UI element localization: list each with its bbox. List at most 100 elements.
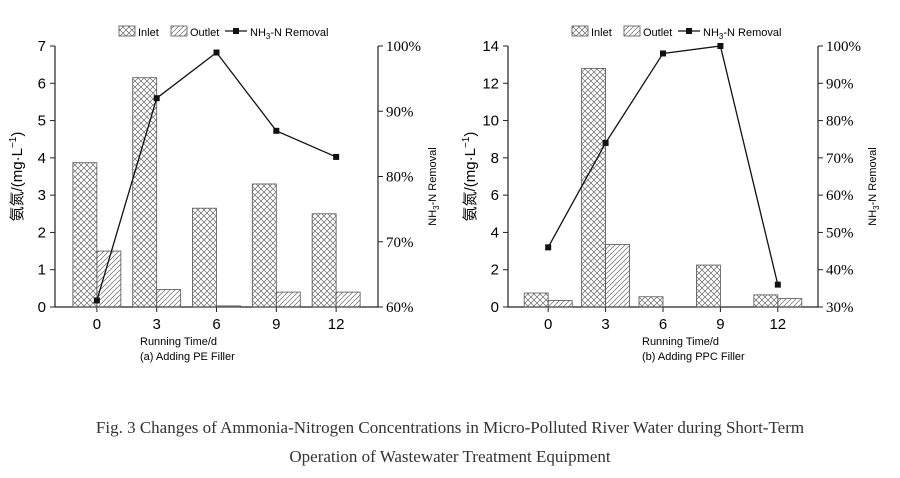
chart-b: 0 2 4 6 8 10 12 14 30% 40% 50% 60% 70% 80% 90% 100% 0 3 6 9… [461,25,881,363]
legend-outlet-swatch [623,25,641,37]
y-tick-label: 0 [491,299,499,316]
legend-removal-sub: 3 [719,32,724,41]
y2-tick-label: 80% [386,170,414,186]
y-tick-label: 10 [482,113,499,130]
bar-inlet [523,292,549,308]
chart-subtitle: (a) Adding PE Filler [140,351,235,363]
left-axis-label-sup: −1 [461,136,472,148]
x-tick-label: 6 [659,316,667,333]
bar-inlet [192,207,217,308]
x-tick-label: 0 [544,316,552,333]
bar-inlet [251,183,277,308]
legend-removal-marker [686,28,692,34]
removal-point [153,95,160,102]
legend-outlet-swatch [170,25,188,37]
y-tick-label: 6 [38,75,46,92]
y2-tick-label: 100% [386,39,421,55]
y-tick-label: 3 [38,187,46,204]
y2-tick-label: 90% [826,76,854,92]
legend-removal-label: NH3-N Removal [250,27,328,41]
left-axis-label: 氨氮/(mg·L−1) [461,132,479,222]
right-axis-label-prefix: NH [427,210,439,226]
y2-tick-label: 30% [826,300,854,316]
x-tick-label: 12 [769,316,786,333]
bar-outlet [605,244,630,308]
legend-inlet-label: Inlet [138,27,159,39]
right-axis-label: NH3-N Removal [867,147,881,225]
left-axis-label-sup: −1 [8,136,19,148]
y-tick-label: 6 [491,187,499,204]
legend-removal-suffix: -N Removal [723,27,781,39]
right-axis-label-suffix: -N Removal [867,147,879,205]
y-tick-label: 0 [38,299,46,316]
y2-tick-label: 70% [826,151,854,167]
bar-inlet [132,77,158,308]
removal-point [774,281,781,288]
y-tick-label: 4 [38,150,46,167]
x-tick-label: 12 [328,316,345,333]
bar-outlet [216,305,241,308]
bar-inlet [696,264,721,308]
y-tick-label: 5 [38,113,46,130]
figure-caption-line-1: Fig. 3 Changes of Ammonia-Nitrogen Conce… [95,418,805,437]
x-tick-label: 3 [153,316,161,333]
bar-inlet [72,162,98,308]
legend-removal-prefix: NH [703,27,719,39]
y2-tick-label: 50% [826,225,854,241]
left-axis-label: 氨氮/(mg·L−1) [8,132,26,222]
legend-removal-prefix: NH [250,27,266,39]
x-tick-label: 9 [272,316,280,333]
bar-inlet [753,294,779,308]
y-tick-label: 7 [38,38,46,55]
removal-point [602,139,609,146]
left-axis-label-main: 氨氮/(mg·L [462,148,479,221]
right-axis-label-sub: 3 [432,205,441,210]
y2-tick-label: 70% [386,235,414,251]
legend-removal-label: NH3-N Removal [703,27,781,41]
left-axis-label-main: 氨氮/(mg·L [9,148,26,221]
y-tick-label: 12 [482,75,499,92]
y2-tick-label: 80% [826,114,854,130]
legend-inlet-label: Inlet [591,27,612,39]
y-tick-label: 14 [482,38,499,55]
right-axis-label-suffix: -N Removal [427,147,439,205]
legend-inlet-swatch [118,25,136,37]
y2-tick-label: 90% [386,104,414,120]
y-tick-label: 2 [491,262,499,279]
legend-inlet-swatch [571,25,589,37]
removal-point [660,50,666,57]
bar-outlet [335,291,361,308]
right-axis-label-sub: 3 [872,205,881,210]
bar-inlet [311,213,337,308]
removal-point [333,153,340,160]
removal-point [273,127,280,134]
x-tick-label: 9 [716,316,724,333]
y-tick-label: 8 [491,150,499,167]
left-axis-label-close: ) [9,132,26,137]
legend-outlet-label: Outlet [643,27,672,39]
y-tick-label: 2 [38,224,46,241]
x-tick-label: 0 [93,316,101,333]
legend-removal-suffix: -N Removal [270,27,328,39]
y-tick-label: 4 [491,224,499,241]
bar-outlet [156,289,182,308]
y2-tick-label: 100% [826,39,861,55]
y-tick-label: 1 [38,262,46,279]
legend-removal-sub: 3 [266,32,271,41]
removal-point [213,49,220,56]
figure-caption-line-2: Operation of Wastewater Treatment Equipm… [289,447,611,466]
y2-tick-label: 60% [826,188,854,204]
y2-tick-label: 60% [386,300,414,316]
bar-inlet [581,67,606,308]
x-axis-label: Running Time/d [140,336,217,348]
right-axis-label-prefix: NH [867,210,879,226]
legend-removal-marker [233,28,239,34]
x-axis-label: Running Time/d [642,336,719,348]
y2-tick-label: 40% [826,263,854,279]
x-tick-label: 6 [212,316,220,333]
legend-outlet-label: Outlet [190,27,219,39]
bar-outlet [547,300,573,308]
